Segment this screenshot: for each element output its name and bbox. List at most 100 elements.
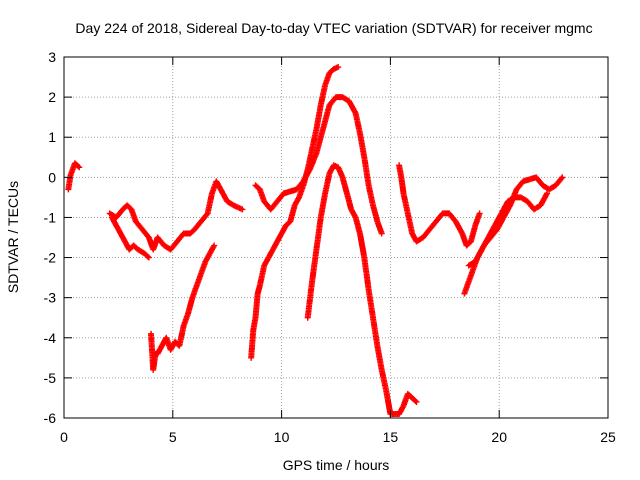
data-point — [413, 398, 420, 405]
data-point-run — [320, 103, 333, 131]
data-point-run — [268, 199, 280, 212]
x-tick-label: 0 — [60, 429, 68, 445]
data-point-run — [176, 324, 187, 348]
data-point-run — [479, 235, 491, 252]
series-arc-j — [465, 190, 551, 269]
data-point-run — [366, 183, 376, 207]
series-arc-d — [148, 242, 218, 373]
data-point-run — [225, 199, 236, 208]
data-point-run — [109, 215, 121, 232]
chart-title: Day 224 of 2018, Sidereal Day-to-day VTE… — [75, 20, 592, 36]
data-point-run — [327, 95, 339, 107]
y-axis-label: SDTVAR / TECUs — [5, 181, 21, 293]
data-point-run — [116, 227, 128, 244]
data-point-run — [532, 203, 543, 212]
data-point-run — [361, 155, 372, 187]
data-point-run — [447, 211, 458, 224]
data-point-run — [396, 404, 406, 416]
y-tick-label: 1 — [48, 129, 56, 145]
data-point-run — [464, 239, 473, 248]
x-axis-label: GPS time / hours — [283, 457, 390, 473]
data-point-run — [70, 161, 78, 171]
data-point-run — [75, 163, 82, 170]
data-point-run — [374, 344, 385, 372]
data-point-run — [68, 167, 76, 177]
data-point-run — [357, 232, 367, 260]
data-point-run — [279, 223, 289, 236]
plot-frame — [63, 56, 609, 419]
x-tick-label: 15 — [383, 429, 399, 445]
y-tick-label: 2 — [48, 89, 56, 105]
data-point-run — [207, 243, 217, 256]
series-arc-f — [252, 94, 385, 237]
data-point — [476, 210, 483, 217]
data-point-run — [396, 163, 404, 179]
data-point-run — [519, 195, 530, 204]
data-point-run — [453, 219, 465, 236]
data-point-run — [236, 205, 244, 212]
data-point-run — [181, 312, 191, 328]
x-tick-label: 10 — [274, 429, 290, 445]
data-point-run — [327, 67, 336, 75]
data-point-run — [252, 292, 261, 320]
data-point-run — [125, 203, 134, 212]
data-point — [544, 190, 551, 197]
data-point-run — [514, 179, 526, 192]
data-point-run — [253, 183, 262, 192]
data-point — [239, 206, 246, 213]
data-point-run — [192, 219, 204, 232]
data-point-run — [307, 151, 319, 171]
data-point-run — [352, 111, 363, 135]
data-point-run — [414, 235, 425, 244]
data-point — [378, 230, 385, 237]
data-point-run — [114, 207, 125, 220]
data-point — [335, 64, 342, 71]
data-point-run — [499, 199, 511, 216]
data-point-run — [322, 171, 333, 195]
data-point-run — [398, 175, 407, 195]
data-point-run — [127, 243, 136, 252]
data-point-run — [339, 175, 350, 195]
y-tick-label: -2 — [44, 250, 57, 266]
data-point-run — [313, 127, 326, 155]
y-tick-label: -5 — [44, 370, 57, 386]
y-tick-label: -6 — [44, 410, 57, 426]
data-point-run — [294, 179, 306, 192]
data-point-run — [421, 227, 432, 240]
data-point-run — [261, 255, 271, 268]
data-point-run — [370, 203, 380, 223]
data-point-run — [405, 212, 415, 235]
series-arc-b — [106, 178, 246, 253]
data-point-run — [468, 223, 478, 244]
data-point-run — [365, 288, 376, 320]
data-point-run — [309, 248, 320, 284]
data-point-run — [205, 191, 215, 215]
data-point-run — [410, 395, 419, 404]
data-point — [211, 242, 218, 249]
data-point-run — [332, 64, 340, 72]
x-tick-label: 5 — [169, 429, 177, 445]
axis-ticks — [63, 56, 609, 419]
data-point-run — [155, 344, 165, 356]
data-point-run — [199, 211, 210, 224]
data-point-run — [313, 216, 324, 251]
data-point-run — [250, 316, 259, 332]
data-point-run — [534, 175, 545, 188]
data-point-run — [370, 316, 381, 348]
data-point-run — [332, 163, 340, 170]
data-point — [76, 164, 83, 171]
data-point-run — [120, 203, 129, 212]
series-arc-h — [396, 162, 483, 249]
data-point-run — [506, 195, 517, 204]
data-point-run — [304, 280, 315, 320]
data-point-run — [133, 219, 145, 232]
data-point-run — [136, 247, 147, 256]
y-tick-label: 0 — [48, 169, 56, 185]
data-point-run — [270, 239, 280, 252]
data-point-run — [361, 256, 372, 292]
data-point-run — [340, 94, 351, 104]
data-point-run — [287, 203, 298, 223]
data-point-run — [357, 131, 367, 159]
data-point-run — [379, 368, 389, 392]
